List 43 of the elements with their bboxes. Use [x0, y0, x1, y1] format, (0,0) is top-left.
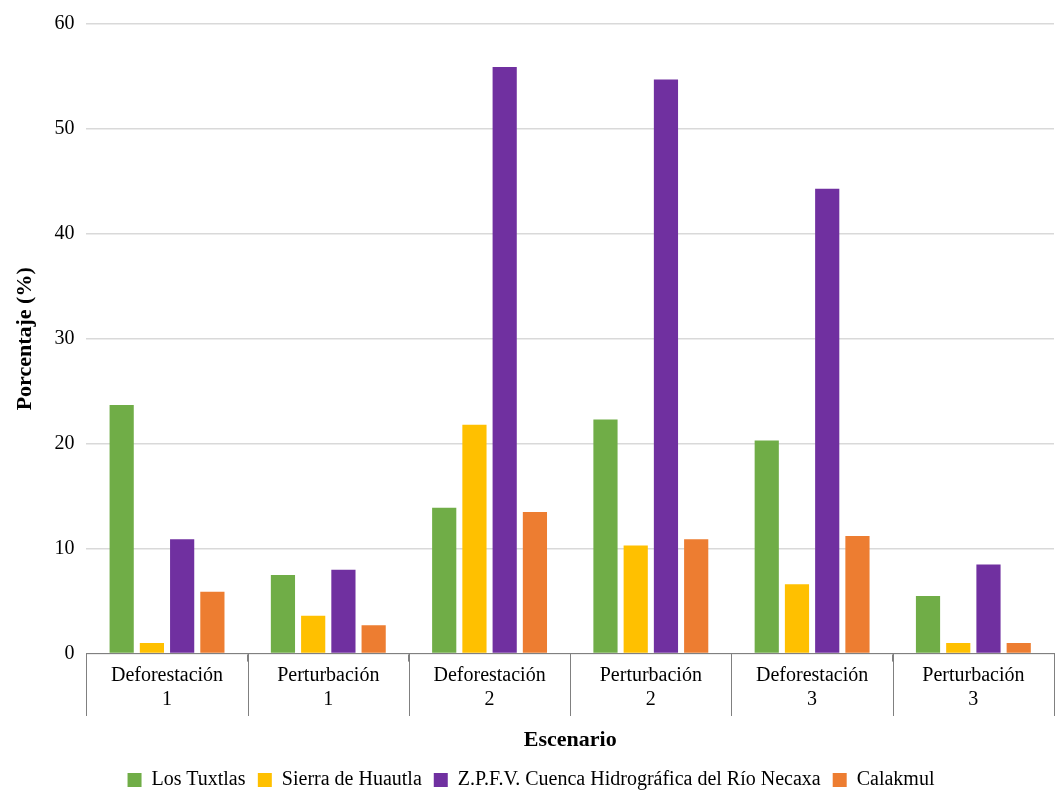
x-tick-label: Perturbación 1 [277, 662, 380, 709]
x-axis-title: Escenario [523, 726, 617, 752]
legend-label: Sierra de Huautla [281, 767, 422, 790]
y-tick-label: 60 [54, 11, 75, 34]
bar [784, 584, 810, 653]
bar [1006, 643, 1031, 653]
y-tick-label: 20 [54, 430, 75, 453]
bar [946, 643, 971, 653]
bar [915, 595, 941, 653]
x-tick-label: Perturbación 3 [922, 662, 1025, 709]
bar [170, 539, 195, 653]
bar [270, 574, 296, 653]
legend-label: Z.P.F.V. Cuenca Hidrográfica del Río Necaxa [457, 767, 821, 791]
x-tick-label: Perturbación 2 [599, 662, 702, 709]
bar [301, 615, 326, 653]
x-tick-label: Deforestación 3 [756, 662, 869, 709]
legend-label: Calakmul [856, 767, 935, 790]
legend-label: Los Tuxtlas [151, 767, 246, 790]
x-tick-label: Deforestación 2 [433, 662, 546, 709]
bar [361, 625, 386, 653]
bar [331, 569, 356, 653]
bar [845, 536, 870, 653]
bar [815, 188, 840, 653]
bar [109, 404, 134, 653]
bar [653, 79, 679, 653]
x-tick-label: Deforestación 1 [110, 662, 224, 709]
bar [976, 564, 1001, 653]
y-tick-label: 10 [54, 535, 75, 558]
bar [522, 511, 548, 653]
y-tick-label: 0 [64, 640, 75, 663]
y-tick-label: 40 [54, 221, 75, 244]
bar [462, 424, 487, 653]
bar [623, 545, 648, 653]
y-tick-label: 30 [54, 326, 75, 349]
y-tick-label: 50 [54, 116, 75, 139]
y-axis-title: Porcentaje (%) [10, 267, 36, 411]
bar [593, 419, 618, 653]
bar [684, 539, 709, 653]
bar [754, 440, 779, 653]
bar [492, 67, 517, 653]
bar [200, 591, 225, 653]
bar [139, 643, 165, 653]
bar [432, 507, 457, 653]
